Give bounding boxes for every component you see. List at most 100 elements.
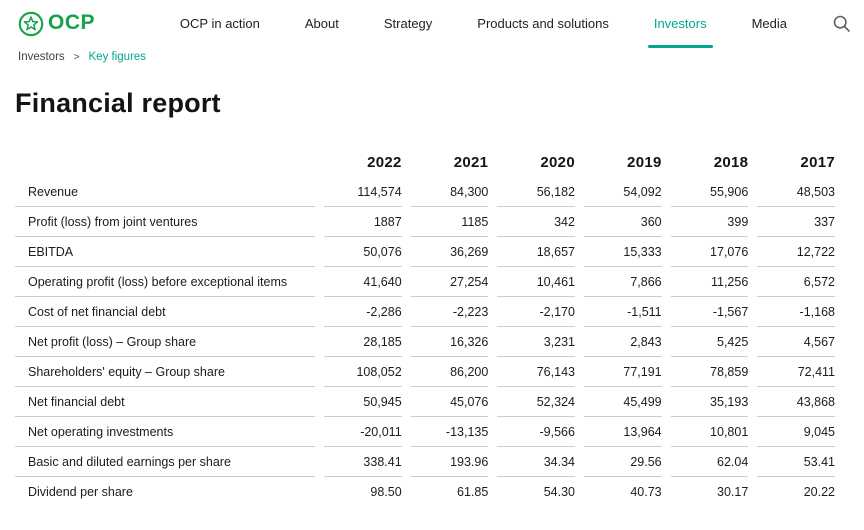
cell-value: 108,052 [324,357,402,387]
nav-item-about[interactable]: About [304,16,339,31]
table-header-row: 2022 2021 2020 2019 2018 2017 [15,147,835,177]
breadcrumb: Investors > Key figures [0,38,864,63]
cell-value: 4,567 [757,327,835,357]
cell-value: 12,722 [757,237,835,267]
cell-value: 54.30 [543,485,575,499]
search-icon [833,15,850,32]
table-row: Shareholders' equity – Group share 108,05… [15,357,835,387]
search-button[interactable] [833,15,850,32]
cell-value: 62.04 [670,447,749,477]
nav-item-strategy[interactable]: Strategy [383,16,433,31]
cell-value: -13,135 [410,417,489,447]
cell-value: 2,843 [583,327,662,357]
year-column-header: 2022 [367,153,402,171]
cell-value: 28,185 [324,327,402,357]
cell-value: 16,326 [410,327,489,357]
cell-value: 48,503 [757,177,835,207]
cell-value: 5,425 [670,327,749,357]
table-row: Profit (loss) from joint ventures 1887 118… [15,207,835,237]
table-row: Net profit (loss) – Group share 28,185 16,… [15,327,835,357]
empty-header-cell [15,147,315,177]
cell-value: 34.34 [497,447,575,477]
year-column-header: 2019 [627,153,662,171]
cell-value: 56,182 [497,177,575,207]
cell-value: 11,256 [670,267,749,297]
cell-value: 45,499 [583,387,662,417]
cell-value: 52,324 [497,387,575,417]
cell-value: 45,076 [410,387,489,417]
cell-value: 342 [497,207,575,237]
table-row: Cost of net financial debt -2,286 -2,223 -2… [15,297,835,327]
table-row: EBITDA 50,076 36,269 18,657 15,333 17,076 12,7… [15,237,835,267]
row-label: Net operating investments [15,417,315,447]
cell-value: 35,193 [670,387,749,417]
table-row: Net financial debt 50,945 45,076 52,324 45,4… [15,387,835,417]
cell-value: 3,231 [497,327,575,357]
cell-value: -2,223 [410,297,489,327]
year-column-header: 2020 [540,153,575,171]
cell-value: 50,945 [324,387,402,417]
row-label: Cost of net financial debt [15,297,315,327]
nav-item-media[interactable]: Media [751,16,787,31]
cell-value: -1,511 [583,297,662,327]
table-row: Basic and diluted earnings per share 338.… [15,447,835,477]
cell-value: 36,269 [410,237,489,267]
cell-value: 98.50 [370,485,402,499]
cell-value: 50,076 [324,237,402,267]
cell-value: 55,906 [670,177,749,207]
cell-value: 84,300 [410,177,489,207]
breadcrumb-investors-link[interactable]: Investors [18,51,65,63]
row-label: Revenue [15,177,315,207]
cell-value: 76,143 [497,357,575,387]
cell-value: 193.96 [410,447,489,477]
row-label: Operating profit (loss) before exception… [15,267,315,297]
year-column-header: 2021 [453,153,489,171]
cell-value: 77,191 [583,357,662,387]
cell-value: -2,286 [324,297,402,327]
cell-value: 61.85 [457,485,489,499]
table-row: Revenue 114,574 84,300 56,182 54,092 55,906 48… [15,177,835,207]
cell-value: 13,964 [583,417,662,447]
cell-value: 41,640 [324,267,402,297]
cell-value: 54,092 [583,177,662,207]
cell-value: 114,574 [324,177,402,207]
table-row: Net operating investments -20,011 -13,135-… [15,417,835,447]
cell-value: 399 [670,207,749,237]
cell-value: -9,566 [497,417,575,447]
nav-item-ocp-in-action[interactable]: OCP in action [179,16,260,31]
cell-value: 1185 [410,207,489,237]
table-row: Dividend per share 98.50 61.85 54.30 40.73 30… [15,477,835,507]
cell-value: -20,011 [324,417,402,447]
cell-value: 53.41 [757,447,835,477]
page-title: Financial report [15,88,221,118]
row-label: Net profit (loss) – Group share [15,327,315,357]
cell-value: 40.73 [630,485,662,499]
brand-name: OCP [48,11,96,34]
row-label: Profit (loss) from joint ventures [15,207,315,237]
cell-value: 43,868 [757,387,835,417]
financial-report-table: 2022 2021 2020 2019 2018 2017 Revenue 114,574 8… [6,147,844,507]
cell-value: 360 [583,207,662,237]
cell-value: 30.17 [717,485,749,499]
year-column-header: 2018 [713,153,749,171]
cell-value: 338.41 [324,447,402,477]
cell-value: 86,200 [410,357,489,387]
ocp-logo[interactable]: OCP [18,11,95,37]
cell-value: 20.22 [803,485,835,499]
cell-value: 29.56 [583,447,662,477]
nav-item-products-and-solutions[interactable]: Products and solutions [477,16,609,31]
site-header: OCP OCP in action About Strategy Products a… [0,0,864,48]
row-label: EBITDA [15,237,315,267]
cell-value: 6,572 [757,267,835,297]
nav-item-investors[interactable]: Investors [647,16,713,48]
cell-value: 9,045 [757,417,835,447]
table-row: Operating profit (loss) before exception… [15,267,835,297]
main-nav: OCP in action About Strategy Products and s… [179,16,787,48]
row-label: Basic and diluted earnings per share [15,447,315,477]
ocp-star-circle-logo-icon [18,11,44,36]
cell-value: 337 [757,207,835,237]
row-label: Shareholders' equity – Group share [15,357,315,387]
breadcrumb-separator: > [73,51,80,63]
cell-value: 78,859 [670,357,749,387]
cell-value: 15,333 [583,237,662,267]
